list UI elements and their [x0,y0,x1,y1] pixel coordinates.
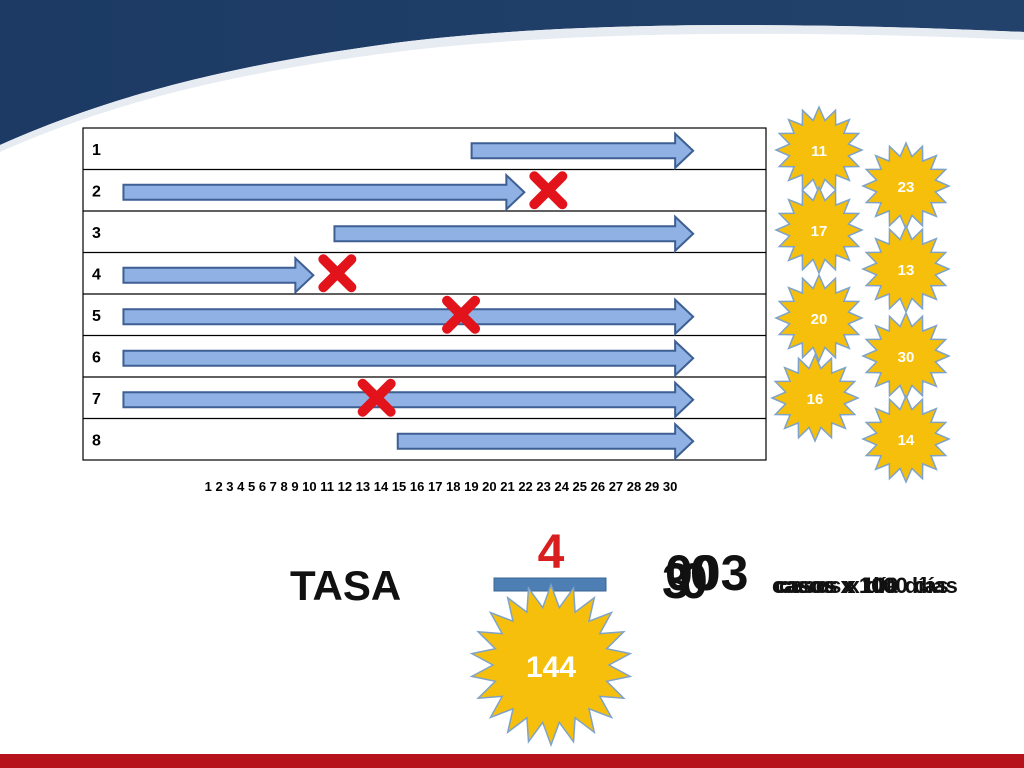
person-day-burst: 30 [861,311,951,401]
person-day-bursts: 11 23 17 13 20 30 16 14 [770,105,951,484]
day-axis: 1 2 3 4 5 6 7 8 9 10 11 12 13 14 15 16 1… [205,479,678,494]
result-unit: casos x 100 días [775,573,949,598]
event-cross [357,378,396,417]
row-label: 2 [92,183,101,200]
header-swoosh [0,0,1024,145]
result-overlap-glyph: 3 [662,553,690,609]
event-cross [442,295,481,334]
row-label: 4 [92,266,101,283]
row-label: 5 [92,308,101,325]
person-day-value: 23 [898,179,915,196]
person-day-burst: 23 [861,141,951,231]
row-label: 7 [92,391,101,408]
person-day-burst: 11 [774,105,864,195]
person-day-burst: 13 [861,224,951,314]
row-label: 6 [92,349,101,366]
denominator: 144 [526,651,576,684]
person-day-burst: 16 [770,353,860,443]
result-unit: casos x día [779,573,898,598]
followup-arrow [333,214,695,254]
person-day-value: 13 [898,262,915,279]
followup-arrow [122,297,695,337]
timeline-table: 1 2 3 4 5 6 7 8 [82,127,767,461]
person-day-burst: 20 [774,273,864,363]
person-day-value: 17 [811,223,828,240]
followup-arrow [396,421,695,461]
followup-arrow [122,255,315,295]
event-cross [529,171,568,210]
person-day-burst: 14 [861,394,951,484]
row-label: 3 [92,225,101,242]
followup-arrow [122,338,695,378]
person-day-value: 20 [811,311,828,328]
bottom-bar [0,754,1024,768]
tasa-label: TASA [290,562,401,609]
result-value: 003 [665,545,748,601]
result-overlap-glyph: 0 [680,553,708,609]
denominator-burst [469,582,633,748]
person-day-value: 14 [898,432,915,449]
row-label: 1 [92,142,101,159]
person-day-value: 11 [811,143,827,160]
followup-arrow [470,131,695,171]
result-unit: casos x 1000 días [772,573,958,598]
row-label: 8 [92,432,101,449]
followup-arrow [122,380,695,420]
numerator: 4 [538,526,565,579]
followup-arrow [122,172,526,212]
person-day-value: 30 [898,349,915,366]
person-day-value: 16 [807,391,824,408]
person-day-burst: 17 [774,185,864,275]
event-cross [318,254,357,293]
result-overlap-glyph: 0 [690,545,718,601]
